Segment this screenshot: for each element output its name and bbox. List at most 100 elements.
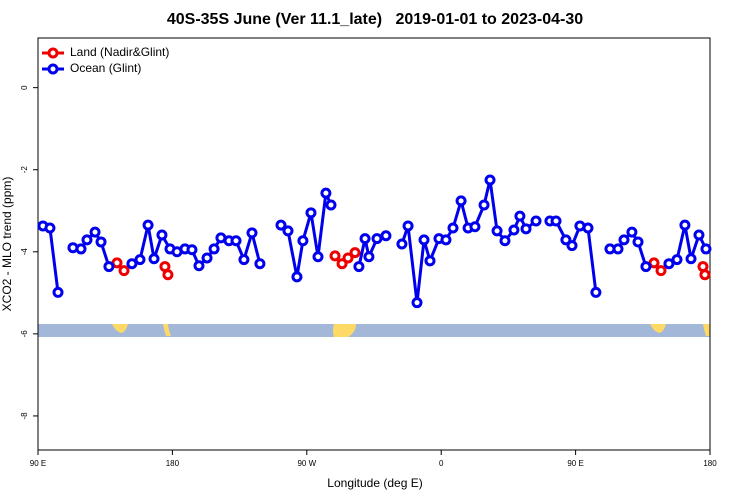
data-point: [353, 261, 365, 273]
data-point: [75, 243, 87, 255]
data-point: [655, 265, 667, 277]
data-point: [193, 260, 205, 272]
x-tick-label: 90 W: [297, 459, 316, 468]
data-point: [671, 254, 683, 266]
data-point: [418, 234, 430, 246]
series-line: [42, 224, 60, 293]
data-point: [297, 235, 309, 247]
y-axis-label: XCO2 - MLO trend (ppm): [0, 177, 14, 312]
land-patch: [333, 324, 356, 337]
data-point: [44, 222, 56, 234]
data-point: [663, 258, 675, 270]
data-point: [478, 199, 490, 211]
data-point: [693, 229, 705, 241]
x-tick-label: 90 E: [30, 459, 46, 468]
data-point: [81, 234, 93, 246]
data-point: [699, 269, 711, 281]
data-point: [508, 224, 520, 236]
data-point: [679, 219, 691, 231]
land-patch: [112, 324, 128, 333]
data-point: [618, 234, 630, 246]
y-tick-label: -6: [20, 330, 29, 338]
data-point: [95, 236, 107, 248]
y-tick-label: -4: [20, 248, 29, 256]
data-point: [700, 243, 712, 255]
data-point: [520, 223, 532, 235]
data-point: [612, 243, 624, 255]
data-point: [550, 215, 562, 227]
data-point: [582, 222, 594, 234]
data-point: [312, 251, 324, 263]
data-point: [329, 250, 341, 262]
x-tick-label: 0: [439, 459, 444, 468]
chart-title: 40S-35S June (Ver 11.1_late) 2019-01-01 …: [167, 11, 583, 28]
data-point: [440, 234, 452, 246]
data-point: [208, 243, 220, 255]
data-point: [484, 174, 496, 186]
data-point: [230, 235, 242, 247]
data-point: [201, 252, 213, 264]
data-point: [447, 222, 459, 234]
data-point: [491, 225, 503, 237]
data-point: [126, 258, 138, 270]
data-point: [424, 255, 436, 267]
data-point: [254, 258, 266, 270]
data-point: [590, 286, 602, 298]
data-point: [342, 252, 354, 264]
data-point: [142, 219, 154, 231]
data-point: [238, 254, 250, 266]
x-tick-label: 90 E: [567, 459, 583, 468]
y-tick-label: -2: [20, 166, 29, 174]
data-point: [52, 286, 64, 298]
data-point: [396, 238, 408, 250]
data-point: [566, 240, 578, 252]
land-patch: [163, 324, 171, 336]
y-tick-label: -8: [20, 412, 29, 420]
legend-label: Land (Nadir&Glint): [70, 45, 169, 59]
data-point: [455, 195, 467, 207]
data-point: [118, 265, 130, 277]
data-point: [349, 247, 361, 259]
data-point: [514, 210, 526, 222]
data-point: [156, 229, 168, 241]
data-point: [402, 220, 414, 232]
data-point: [530, 215, 542, 227]
plot-frame: [37, 37, 711, 451]
data-point: [325, 199, 337, 211]
legend-marker: [47, 47, 59, 59]
data-point: [626, 226, 638, 238]
x-axis-label: Longitude (deg E): [327, 476, 422, 490]
data-point: [640, 261, 652, 273]
data-point: [148, 253, 160, 265]
data-point: [186, 244, 198, 256]
data-point: [380, 230, 392, 242]
ocean-band: [38, 324, 710, 337]
data-point: [363, 251, 375, 263]
data-point: [411, 297, 423, 309]
land-patch: [703, 324, 710, 336]
legend-label: Ocean (Glint): [70, 61, 141, 75]
data-point: [685, 253, 697, 265]
data-point: [305, 207, 317, 219]
data-point: [469, 221, 481, 233]
data-point: [246, 227, 258, 239]
data-point: [134, 254, 146, 266]
data-point: [560, 234, 572, 246]
data-point: [89, 226, 101, 238]
x-tick-label: 180: [703, 459, 717, 468]
series-line: [280, 187, 333, 278]
legend-marker: [47, 63, 59, 75]
data-point: [162, 269, 174, 281]
data-point: [291, 271, 303, 283]
data-point: [499, 235, 511, 247]
data-point: [103, 261, 115, 273]
data-point: [371, 233, 383, 245]
data-point: [632, 236, 644, 248]
data-point: [275, 219, 287, 231]
map-strip: [38, 324, 710, 337]
land-patch: [650, 324, 666, 333]
data-point: [320, 187, 332, 199]
data-point: [282, 225, 294, 237]
x-tick-label: 180: [166, 459, 180, 468]
